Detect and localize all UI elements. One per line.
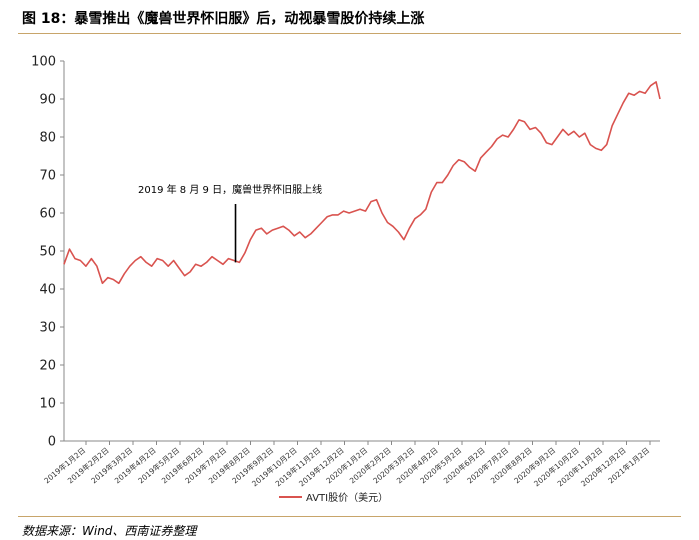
legend: AVTI股价（美元） xyxy=(279,491,388,504)
y-tick-label: 100 xyxy=(31,55,56,70)
y-tick-label: 0 xyxy=(48,435,56,450)
y-tick-label: 90 xyxy=(39,93,56,108)
bottom-rule xyxy=(18,516,681,517)
legend-label-avti: AVTI股价（美元） xyxy=(306,491,388,504)
y-tick-label: 30 xyxy=(39,321,56,336)
y-tick-label: 60 xyxy=(39,207,56,222)
series-line-avti xyxy=(63,81,661,285)
x-axis: 2019年1月2日2019年2月2日2019年3月2日2019年4月2日2019… xyxy=(42,440,660,488)
top-rule xyxy=(18,33,681,34)
y-tick-label: 50 xyxy=(39,245,56,260)
y-tick-label: 40 xyxy=(39,283,56,298)
y-tick-label: 70 xyxy=(39,169,56,184)
y-axis: 0 10 20 30 40 50 60 70 80 90 100 xyxy=(31,55,65,450)
figure-title: 图 18：暴雪推出《魔兽世界怀旧服》后，动视暴雪股价持续上涨 xyxy=(22,11,425,27)
plot-area xyxy=(63,81,661,285)
annotation: 2019 年 8 月 9 日，魔兽世界怀旧服上线 xyxy=(138,183,322,263)
y-tick-label: 80 xyxy=(39,131,56,146)
source-note: 数据来源：Wind、西南证券整理 xyxy=(22,524,197,538)
annotation-label: 2019 年 8 月 9 日，魔兽世界怀旧服上线 xyxy=(138,183,322,196)
y-tick-label: 20 xyxy=(39,359,56,374)
y-tick-label: 10 xyxy=(39,397,56,412)
